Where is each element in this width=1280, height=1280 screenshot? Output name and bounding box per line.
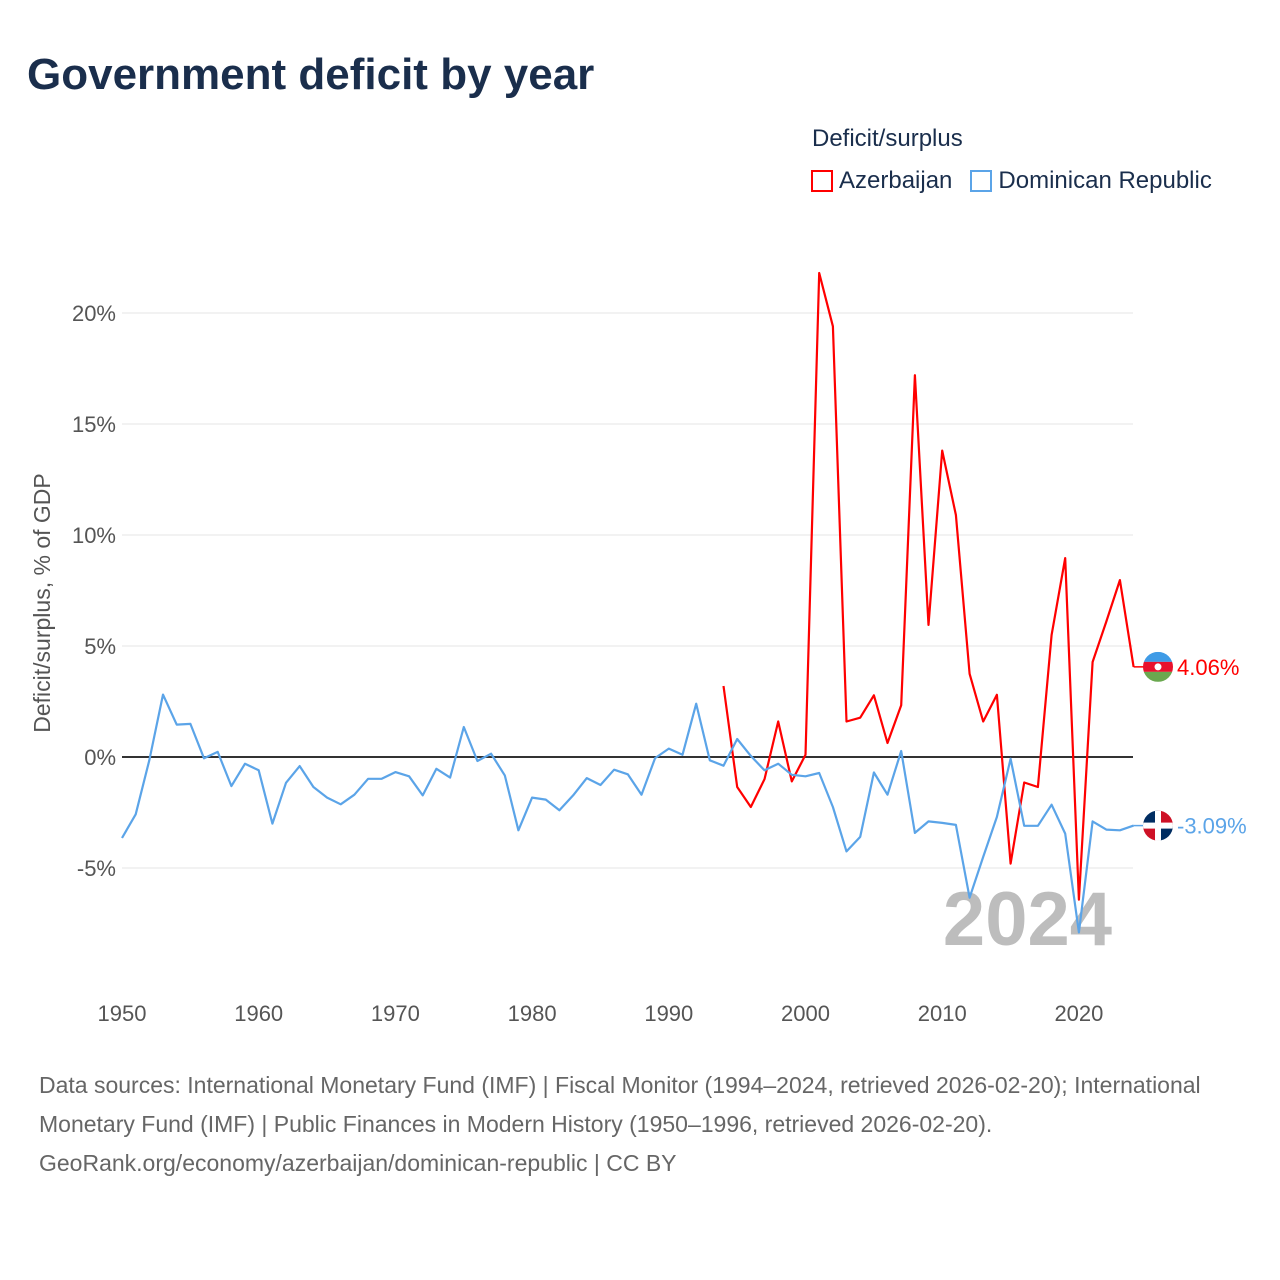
- x-tick-label: 1970: [371, 1001, 420, 1026]
- flag-stripe: [1143, 671, 1173, 682]
- y-tick-label: 15%: [72, 412, 116, 437]
- legend: Azerbaijan Dominican Republic: [811, 167, 1212, 195]
- end-value-label-azerbaijan: 4.06%: [1177, 655, 1239, 680]
- flag-stripe: [1143, 651, 1173, 662]
- y-tick-label: 0%: [84, 745, 116, 770]
- y-tick-label: 5%: [84, 634, 116, 659]
- legend-swatch-azerbaijan: [811, 170, 833, 192]
- x-tick-label: 2000: [781, 1001, 830, 1026]
- flag-shape: [1143, 810, 1173, 841]
- flag-crescent: [1154, 663, 1162, 671]
- line-chart: 2024 -5%0%5%10%15%20%1950 1960 1970 1980 199…: [29, 271, 1247, 1026]
- series-line-azerbaijan: [722, 271, 1135, 901]
- chart-title: Government deficit by year: [27, 50, 595, 99]
- y-tick-label: 10%: [72, 523, 116, 548]
- x-tick-label: 2020: [1054, 1001, 1103, 1026]
- y-axis-label: Deficit/surplus, % of GDP: [29, 473, 55, 732]
- x-tick-label: 1990: [644, 1001, 693, 1026]
- footer: Data sources: International Monetary Fun…: [39, 1066, 1239, 1183]
- series-line-dominican-republic: [121, 693, 1134, 934]
- flag-icon-azerbaijan: [1143, 651, 1173, 682]
- legend-item-azerbaijan[interactable]: Azerbaijan: [811, 167, 952, 195]
- legend-item-dominican-republic[interactable]: Dominican Republic: [970, 167, 1212, 195]
- y-tick-label: -5%: [77, 856, 116, 881]
- end-value-label-dominican-republic: -3.09%: [1177, 814, 1247, 839]
- legend-swatch-dominican-republic: [970, 170, 993, 192]
- legend-label: Azerbaijan: [839, 167, 953, 194]
- legend-title: Deficit/surplus: [812, 125, 963, 152]
- flag-cross: [1143, 822, 1173, 829]
- flag-icon-dominican-republic: [1143, 810, 1173, 841]
- flag-shape: [1143, 651, 1173, 682]
- data-sources: Data sources: International Monetary Fun…: [39, 1072, 1201, 1137]
- x-tick-label: 1960: [234, 1001, 283, 1026]
- x-tick-label: 1950: [98, 1001, 147, 1026]
- y-tick-label: 20%: [72, 301, 116, 326]
- x-tick-label: 2010: [918, 1001, 967, 1026]
- legend-label: Dominican Republic: [998, 167, 1212, 194]
- x-tick-label: 1980: [508, 1001, 557, 1026]
- credit-link[interactable]: GeoRank.org/economy/azerbaijan/dominican…: [39, 1150, 677, 1176]
